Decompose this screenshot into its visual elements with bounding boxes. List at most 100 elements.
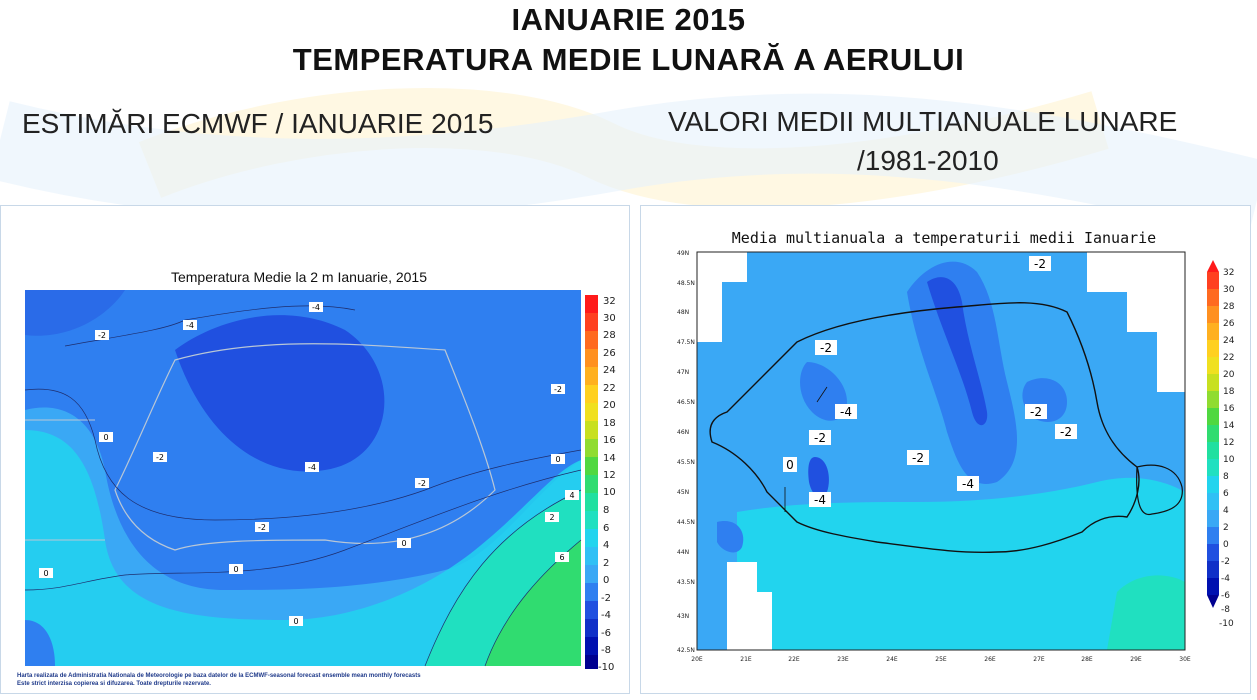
lon-label: 23E <box>837 656 849 663</box>
lat-label: 46N <box>677 429 689 436</box>
colorbar-tick: -8 <box>601 645 611 656</box>
colorbar-tick: 2 <box>1223 523 1229 533</box>
contour-label: -2 <box>1034 257 1046 271</box>
contour-label: 0 <box>43 569 48 578</box>
lat-label: 45N <box>677 489 689 496</box>
lat-label: 44N <box>677 549 689 556</box>
colorbar-tick: 0 <box>603 575 609 586</box>
contour-label: 0 <box>233 565 238 574</box>
ecmwf-footnote: Harta realizata de Administratia Nationa… <box>17 672 487 688</box>
ecmwf-map: Temperatura Medie la 2 m Ianuarie, 2015 … <box>24 269 616 673</box>
colorbar-tick: 8 <box>1223 472 1229 482</box>
colorbar-tick: 20 <box>603 400 616 411</box>
colorbar-tick: 2 <box>603 558 609 569</box>
right-subtitle-line1: VALORI MEDII MULTIANUALE LUNARE <box>668 106 1178 137</box>
contour-label: -2 <box>814 431 826 445</box>
colorbar-tick: 28 <box>1223 302 1235 312</box>
footnote-line: Harta realizata de Administratia Nationa… <box>17 673 421 679</box>
contour-label: 0 <box>103 433 108 442</box>
lon-label: 25E <box>935 656 947 663</box>
climatology-colorbar: 32 30 28 26 24 22 20 18 16 14 12 10 8 6 … <box>1207 260 1235 629</box>
colorbar-tick: -10 <box>598 662 614 673</box>
lon-label: 26E <box>984 656 996 663</box>
climatology-map-panel: Media multianuala a temperaturii medii I… <box>640 205 1251 694</box>
latitude-labels: 49N 48.5N 48N 47.5N 47N 46.5N 46N 45.5N … <box>677 250 695 654</box>
contour-label: -2 <box>1030 405 1042 419</box>
lat-label: 49N <box>677 250 689 257</box>
ecmwf-map-panel: Temperatura Medie la 2 m Ianuarie, 2015 … <box>0 205 630 694</box>
colorbar-tick: 4 <box>603 540 609 551</box>
colorbar-tick: 26 <box>1223 319 1235 329</box>
romania-border <box>709 302 1140 554</box>
colorbar-tick: 6 <box>1223 489 1229 499</box>
colorbar-tick: 12 <box>603 470 616 481</box>
lon-label: 27E <box>1033 656 1045 663</box>
colorbar-tick: 14 <box>1223 421 1235 431</box>
climatology-map: Media multianuala a temperaturii medii I… <box>677 229 1235 663</box>
lon-label: 22E <box>788 656 800 663</box>
footnote-line: Este strict interzisa copierea si difuza… <box>17 681 211 687</box>
contour-label: -4 <box>962 477 974 491</box>
right-subtitle-line2: /1981-2010 <box>857 145 999 176</box>
colorbar-tick: 4 <box>1223 506 1229 516</box>
contour-label: -2 <box>1060 425 1072 439</box>
colorbar-tick: -4 <box>1221 574 1230 584</box>
climatology-map-title: Media multianuala a temperaturii medii I… <box>732 229 1156 247</box>
colorbar-tick: 24 <box>1223 336 1235 346</box>
climatology-contour-labels: -2 -2 -4 -2 -4 -2 -2 -2 -4 0 -2 <box>783 256 1077 507</box>
colorbar-tick: 18 <box>1223 387 1235 397</box>
longitude-labels: 20E 21E 22E 23E 24E 25E 26E 27E 28E 29E … <box>691 656 1191 663</box>
ecmwf-map-title: Temperatura Medie la 2 m Ianuarie, 2015 <box>171 269 427 285</box>
contour-label: 6 <box>559 553 564 562</box>
contour-label: -2 <box>156 453 164 462</box>
lat-label: 46.5N <box>677 399 695 406</box>
colorbar-tick: 12 <box>1223 438 1234 448</box>
colorbar-tick: 22 <box>1223 353 1234 363</box>
colorbar-tick: 8 <box>603 505 609 516</box>
colorbar-tick: 26 <box>603 348 616 359</box>
contour-label: -2 <box>912 451 924 465</box>
ecmwf-map-field: -4 -4 -4 -2 -2 -2 -2 -2 0 0 0 0 0 0 2 4 … <box>24 290 582 667</box>
contour-label: 0 <box>401 539 406 548</box>
colorbar-tick: 28 <box>603 330 616 341</box>
left-subtitle: ESTIMĂRI ECMWF / IANUARIE 2015 <box>22 108 494 139</box>
lat-label: 47.5N <box>677 339 695 346</box>
colorbar-tick: 30 <box>603 313 616 324</box>
colorbar-tick: 32 <box>603 296 616 307</box>
climatology-map-field: -2 -2 -4 -2 -4 -2 -2 -2 -4 0 -2 <box>696 251 1186 651</box>
lat-label: 44.5N <box>677 519 695 526</box>
contour-label: 0 <box>555 455 560 464</box>
contour-label: 2 <box>549 513 554 522</box>
lon-label: 30E <box>1179 656 1191 663</box>
contour-label: -2 <box>98 331 106 340</box>
colorbar-tick: -8 <box>1221 605 1230 615</box>
contour-label: -2 <box>258 523 266 532</box>
ecmwf-contour-labels: -4 -4 -4 -2 -2 -2 -2 -2 0 0 0 0 0 0 2 4 … <box>39 302 579 626</box>
colorbar-tick: 6 <box>603 523 609 534</box>
contour-label: -4 <box>814 493 826 507</box>
colorbar-tick: 10 <box>1223 455 1235 465</box>
colorbar-tick: -6 <box>1221 591 1230 601</box>
colorbar-tick: -2 <box>601 593 611 604</box>
colorbar-tick: 32 <box>1223 268 1234 278</box>
colorbar-tick: 18 <box>603 418 616 429</box>
lat-label: 48N <box>677 309 689 316</box>
lat-label: 43.5N <box>677 579 695 586</box>
lat-label: 47N <box>677 369 689 376</box>
contour-label: -2 <box>554 385 562 394</box>
contour-label: -4 <box>308 463 316 472</box>
lon-label: 24E <box>886 656 898 663</box>
colorbar-tick: -4 <box>601 610 611 621</box>
colorbar-tick: -10 <box>1219 619 1234 629</box>
contour-label: -4 <box>312 303 320 312</box>
contour-label: -2 <box>820 341 832 355</box>
lon-label: 29E <box>1130 656 1142 663</box>
lat-label: 45.5N <box>677 459 695 466</box>
colorbar-tick: -2 <box>1221 557 1230 567</box>
lat-label: 48.5N <box>677 280 695 287</box>
contour-label: 0 <box>293 617 298 626</box>
lat-label: 43N <box>677 613 689 620</box>
page-title-line1: IANUARIE 2015 <box>511 2 746 37</box>
colorbar-tick: 10 <box>603 487 616 498</box>
